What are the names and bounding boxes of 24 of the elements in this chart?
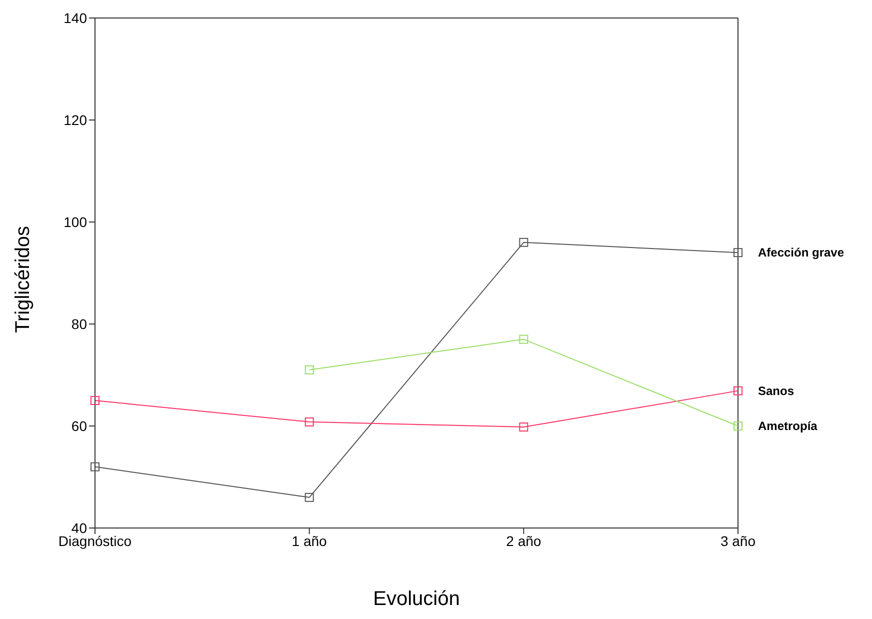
series-label: Sanos xyxy=(758,384,794,398)
y-tick-label: 140 xyxy=(64,10,88,26)
point xyxy=(734,422,742,430)
y-tick-label: 120 xyxy=(64,112,88,128)
point xyxy=(519,334,528,344)
x-tick-label: 3 año xyxy=(720,532,756,549)
point xyxy=(90,462,100,472)
point xyxy=(90,396,100,405)
point xyxy=(734,386,742,396)
x-tick-label: 2 año xyxy=(506,532,542,549)
series-label: Ametropía xyxy=(758,419,818,433)
point xyxy=(734,248,742,258)
y-tick-label: 80 xyxy=(71,316,88,332)
point xyxy=(519,238,528,247)
point xyxy=(304,417,314,426)
point xyxy=(304,492,314,502)
x-tick-label: 1 año xyxy=(292,532,328,549)
y-axis-title: Triglicéridos xyxy=(12,226,34,333)
point xyxy=(519,422,528,432)
x-axis-title: Evolución xyxy=(373,588,460,610)
series-label: Afección grave xyxy=(758,246,844,260)
y-tick-label: 60 xyxy=(71,418,88,434)
y-tick-label: 100 xyxy=(64,214,88,230)
point xyxy=(304,365,314,374)
